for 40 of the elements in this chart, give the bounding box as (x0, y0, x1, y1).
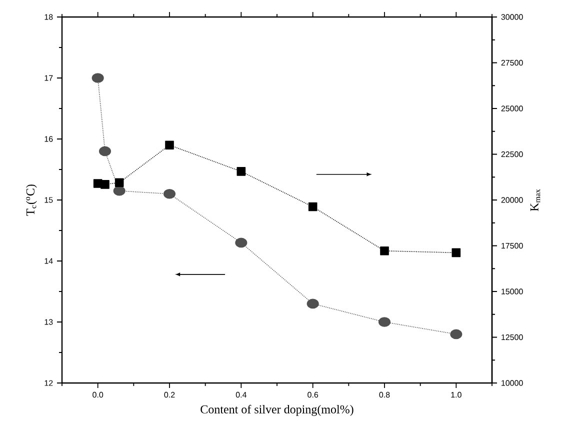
y-tick-label: 18 (44, 14, 53, 20)
y2-tick-label: 30000 (501, 14, 523, 20)
x-tick-label: 1.0 (451, 392, 462, 398)
point (100, 180, 110, 189)
x-axis-title: Content of silver doping(mol%) (200, 404, 354, 416)
x-tick-label: 0.8 (379, 392, 390, 398)
y-tick-label: 15 (44, 197, 53, 203)
point (378, 317, 391, 327)
point (92, 73, 104, 83)
y2-tick-label: 10000 (502, 380, 523, 386)
point (236, 167, 246, 176)
point (380, 246, 389, 256)
y-tick-label: 12 (44, 380, 53, 386)
point (165, 140, 174, 150)
y-axis-title: T$_{c}$($^{o}$C) (26, 184, 37, 216)
y2-tick-label: 20000 (501, 197, 523, 203)
y2-tick-label: 25000 (501, 106, 523, 112)
x-tick-label: 0.0 (92, 392, 104, 398)
y-tick-label: 17 (44, 75, 53, 81)
point (306, 298, 319, 309)
point (308, 202, 318, 212)
y2-tick-label: 15000 (502, 288, 523, 294)
point (163, 189, 176, 199)
point (450, 329, 462, 340)
y2-tick-label: 22500 (501, 151, 523, 158)
point (98, 146, 112, 156)
y-tick-label: 13 (44, 319, 53, 325)
y2-tick-label: 12500 (502, 334, 523, 340)
x-tick-label: 0.2 (164, 392, 175, 398)
point (452, 248, 461, 258)
point (113, 186, 126, 196)
x-tick-label: 0.4 (236, 392, 246, 398)
y2-tick-label: 17500 (502, 242, 523, 249)
point (114, 178, 124, 188)
y-tick-label: 16 (44, 136, 53, 142)
point (235, 238, 248, 248)
y-tick-label: 14 (44, 258, 53, 264)
y2-axis-title: K$_{max}$ (530, 189, 540, 212)
x-tick-label: 0.6 (308, 392, 318, 398)
y2-tick-label: 27500 (501, 60, 523, 66)
